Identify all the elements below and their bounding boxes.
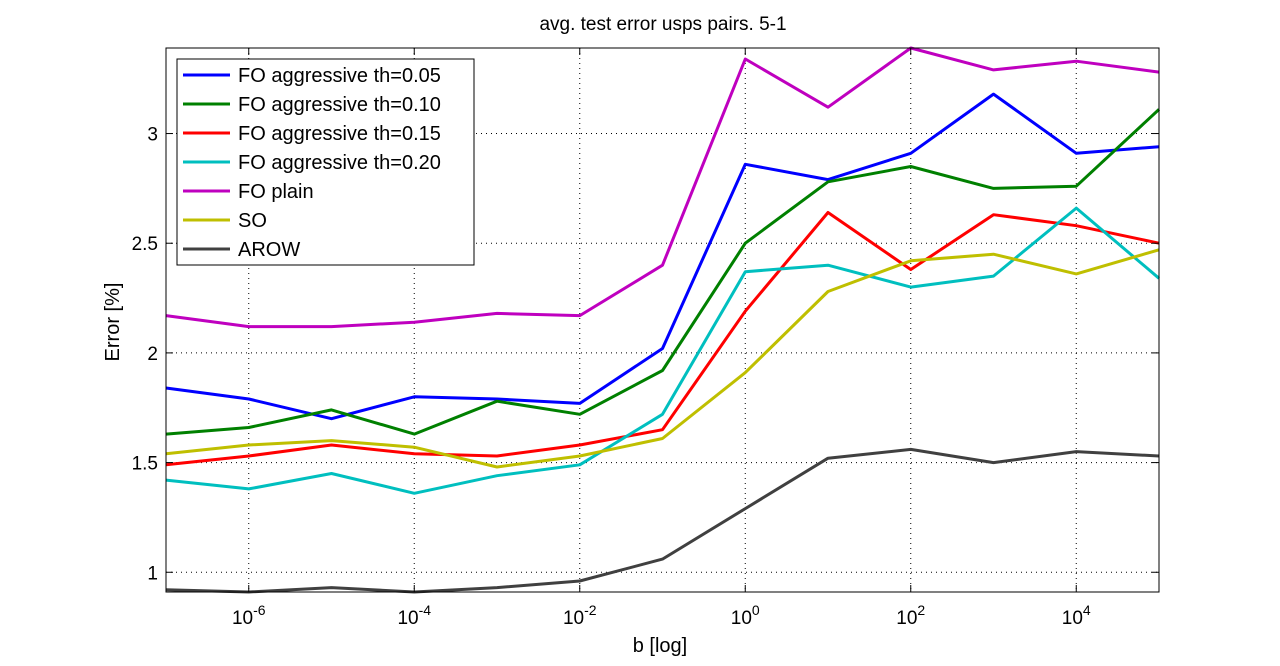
y-tick-label: 2 bbox=[147, 344, 158, 365]
y-tick-label: 3 bbox=[147, 125, 158, 146]
series-line-2 bbox=[165, 108, 1161, 436]
legend-label: FO aggressive th=0.10 bbox=[238, 94, 441, 116]
series-line-4 bbox=[165, 206, 1160, 495]
legend-label: FO plain bbox=[238, 181, 314, 203]
series-line-3 bbox=[165, 211, 1160, 467]
legend: FO aggressive th=0.05 FO aggressive th=0.… bbox=[176, 58, 475, 266]
y-tick-label: 1 bbox=[147, 563, 158, 584]
legend-label: AROW bbox=[238, 239, 300, 261]
chart-title: avg. test error usps pairs. 5-1 bbox=[539, 14, 786, 35]
x-tick-label: 100 bbox=[731, 602, 760, 629]
y-tick-label: 1.5 bbox=[132, 454, 158, 475]
x-tick-label: 104 bbox=[1062, 602, 1091, 629]
x-tick-label: 102 bbox=[896, 602, 925, 629]
x-tick-label: 10-2 bbox=[563, 602, 597, 629]
series-line-7 bbox=[165, 447, 1160, 594]
legend-label: FO aggressive th=0.20 bbox=[238, 152, 441, 174]
y-tick-label: 2.5 bbox=[132, 234, 158, 255]
legend-label: SO bbox=[238, 210, 267, 232]
series-layer bbox=[165, 46, 1161, 594]
x-tick-label: 10-6 bbox=[232, 602, 266, 629]
series-line-1 bbox=[165, 92, 1160, 421]
x-tick-label: 10-4 bbox=[397, 602, 431, 629]
axis-ticks: 10-6 10-4 10-2 100 102 104 1 1.5 2 2.5 3 bbox=[132, 48, 1159, 629]
legend-label: FO aggressive th=0.15 bbox=[238, 123, 441, 145]
series-line-5 bbox=[165, 46, 1160, 329]
y-axis-label: Error [%] bbox=[102, 283, 124, 362]
series-line-6 bbox=[165, 248, 1160, 469]
plot-frame bbox=[165, 47, 1160, 593]
x-axis-label: b [log] bbox=[633, 635, 687, 657]
legend-label: FO aggressive th=0.05 bbox=[238, 65, 441, 87]
